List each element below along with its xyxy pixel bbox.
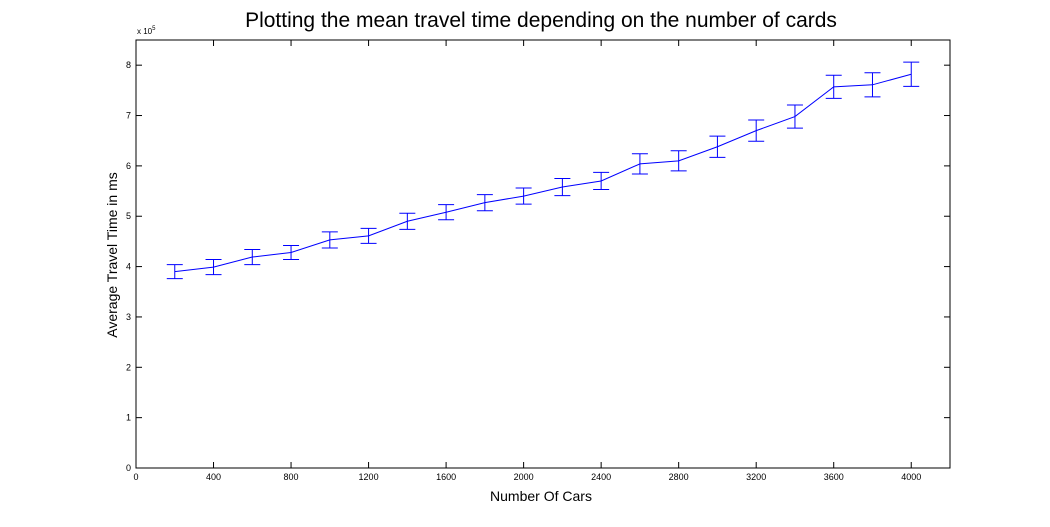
error-bar	[631, 153, 648, 175]
error-bar	[244, 248, 261, 266]
x-tick-label: 2400	[591, 472, 611, 482]
y-multiplier-label: x 105	[137, 26, 156, 36]
error-bar	[670, 150, 687, 172]
error-bar	[399, 212, 416, 230]
y-tick-label: 2	[126, 362, 131, 372]
y-axis-label: Average Travel Time in ms	[104, 172, 120, 337]
series-line	[174, 73, 912, 273]
x-tick-label: 2000	[514, 472, 534, 482]
error-bar	[825, 74, 842, 99]
x-tick-label: 400	[206, 472, 221, 482]
y-tick-label: 8	[126, 60, 131, 70]
error-bar	[438, 204, 455, 221]
y-multiplier-exponent: 5	[152, 26, 156, 32]
x-axis-label: Number Of Cars	[490, 488, 592, 504]
x-tick-label: 800	[284, 472, 299, 482]
error-bar	[709, 135, 726, 158]
x-axis-ticks: 0 400 800 1200 1600 2000 2400 2800 3200 3600 4000	[133, 40, 921, 482]
error-bar	[554, 177, 571, 197]
x-tick-label: 1600	[436, 472, 456, 482]
error-bar	[748, 119, 765, 142]
y-tick-label: 5	[126, 211, 131, 221]
y-tick-label: 7	[126, 111, 131, 121]
x-tick-label: 4000	[901, 472, 921, 482]
x-tick-label: 3200	[746, 472, 766, 482]
error-bar	[903, 61, 920, 87]
error-bar	[360, 227, 377, 244]
axes-box	[135, 39, 951, 469]
x-tick-label: 0	[133, 472, 138, 482]
y-axis-ticks: 0 1 2 3 4 5 6 7 8	[126, 60, 950, 473]
error-bar	[515, 187, 532, 205]
error-bar	[476, 194, 493, 212]
error-bar	[283, 244, 300, 261]
error-bar	[166, 264, 183, 280]
error-bar	[205, 259, 222, 276]
y-multiplier-base: x 10	[137, 27, 153, 36]
error-bar	[321, 231, 338, 249]
x-tick-label: 1200	[359, 472, 379, 482]
y-tick-label: 1	[126, 413, 131, 423]
chart-title: Plotting the mean travel time depending …	[245, 9, 837, 32]
error-bar	[864, 72, 881, 98]
y-tick-label: 4	[126, 262, 131, 272]
x-tick-label: 3600	[824, 472, 844, 482]
y-tick-label: 6	[126, 161, 131, 171]
series-layer	[166, 61, 920, 280]
error-bar	[786, 104, 803, 129]
x-tick-label: 2800	[669, 472, 689, 482]
y-tick-label: 3	[126, 312, 131, 322]
y-tick-label: 0	[126, 463, 131, 473]
error-bar	[593, 171, 610, 191]
plot-area: 0 400 800 1200 1600 2000 2400 2800 3200 3600 4000 …	[126, 39, 951, 482]
